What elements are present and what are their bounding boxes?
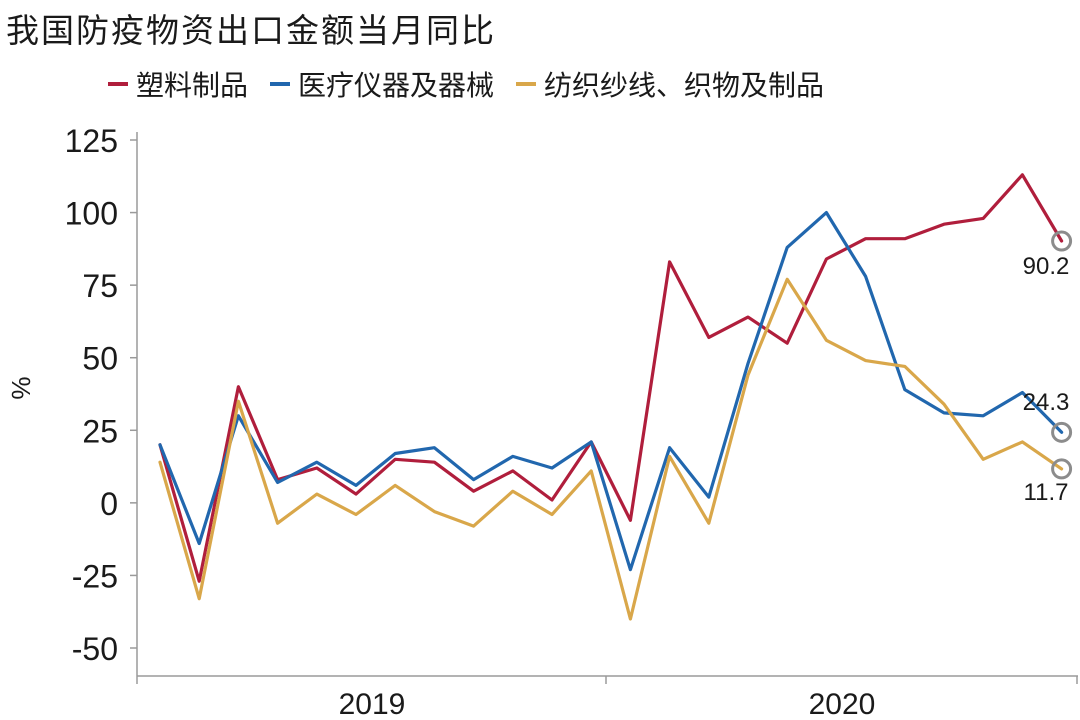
legend-label: 塑料制品: [136, 69, 249, 102]
y-tick-label: 50: [82, 341, 118, 377]
y-tick-label: 75: [82, 268, 118, 304]
data-label: 11.7: [1024, 479, 1069, 506]
y-axis-label: %: [6, 376, 36, 399]
y-tick-label: -25: [72, 558, 118, 594]
end-point-marker: [1051, 458, 1073, 480]
legend-label: 医疗仪器及器械: [298, 69, 495, 102]
series-line: [158, 211, 1064, 572]
data-label: 24.3: [1023, 389, 1070, 416]
y-tick-label: 25: [82, 413, 118, 449]
x-group-label: 2019: [339, 688, 406, 720]
legend: 塑料制品 医疗仪器及器械 纺织纱线、织物及制品: [108, 64, 846, 104]
y-tick-label: 100: [65, 196, 118, 232]
y-tick-label: -50: [72, 631, 118, 667]
legend-swatch: [108, 82, 128, 86]
series-line: [158, 173, 1064, 583]
legend-item: 医疗仪器及器械: [270, 64, 494, 104]
end-point-marker: [1051, 421, 1073, 443]
y-tick-label: 0: [100, 486, 118, 522]
chart-title: 我国防疫物资出口金额当月同比: [6, 11, 496, 50]
legend-swatch: [516, 82, 537, 86]
legend-item: 纺织纱线、织物及制品: [516, 64, 824, 104]
end-point-marker: [1051, 230, 1073, 252]
y-tick-label: 125: [65, 123, 118, 159]
x-group-label: 2020: [809, 688, 876, 720]
legend-label: 纺织纱线、织物及制品: [544, 69, 825, 102]
series-line: [158, 277, 1064, 621]
legend-swatch: [270, 82, 291, 86]
data-label: 90.2: [1023, 253, 1070, 280]
legend-item: 塑料制品: [108, 64, 248, 104]
